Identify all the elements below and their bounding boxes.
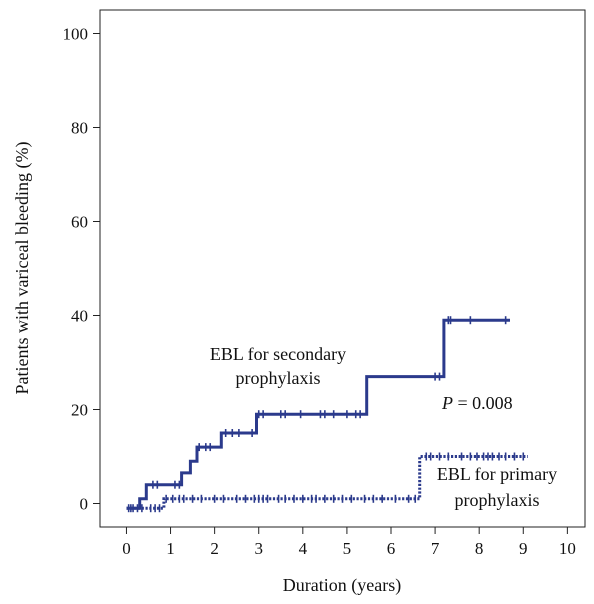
series-line-primary — [126, 455, 528, 510]
y-axis-label: Patients with variceal bleeding (%) — [12, 142, 33, 395]
x-axis-label: Duration (years) — [283, 575, 401, 596]
x-tick-label: 2 — [210, 539, 219, 558]
y-tick-label: 100 — [63, 25, 89, 44]
primary-series-label-line2: prophylaxis — [455, 490, 540, 510]
x-tick-label: 9 — [519, 539, 528, 558]
x-tick-label: 7 — [431, 539, 440, 558]
primary-series-label: EBL for primary — [437, 464, 557, 484]
y-tick-label: 60 — [71, 213, 88, 232]
plot-frame — [99, 9, 586, 528]
series-layer — [126, 316, 528, 513]
y-tick-label: 0 — [80, 495, 89, 514]
y-tick-label: 80 — [71, 119, 88, 138]
x-tick-label: 4 — [299, 539, 308, 558]
x-tick-label: 6 — [387, 539, 396, 558]
secondary-series-label-line2: prophylaxis — [236, 368, 321, 388]
y-axis: 0 20 40 60 80 100 — [63, 25, 100, 514]
x-tick-label: 8 — [475, 539, 484, 558]
x-tick-label: 3 — [254, 539, 263, 558]
series-line-secondary — [126, 318, 510, 510]
y-tick-label: 20 — [71, 401, 88, 420]
x-tick-label: 0 — [122, 539, 131, 558]
p-symbol: P — [441, 393, 453, 413]
x-tick-label: 5 — [343, 539, 352, 558]
x-tick-label: 10 — [559, 539, 576, 558]
p-value-text: = 0.008 — [453, 393, 513, 413]
y-tick-label: 40 — [71, 307, 88, 326]
x-tick-label: 1 — [166, 539, 175, 558]
p-value-label: P = 0.008 — [441, 393, 513, 413]
secondary-series-label: EBL for secondary — [210, 344, 346, 364]
x-axis: 0 1 2 3 4 5 6 7 8 9 10 — [122, 527, 576, 558]
